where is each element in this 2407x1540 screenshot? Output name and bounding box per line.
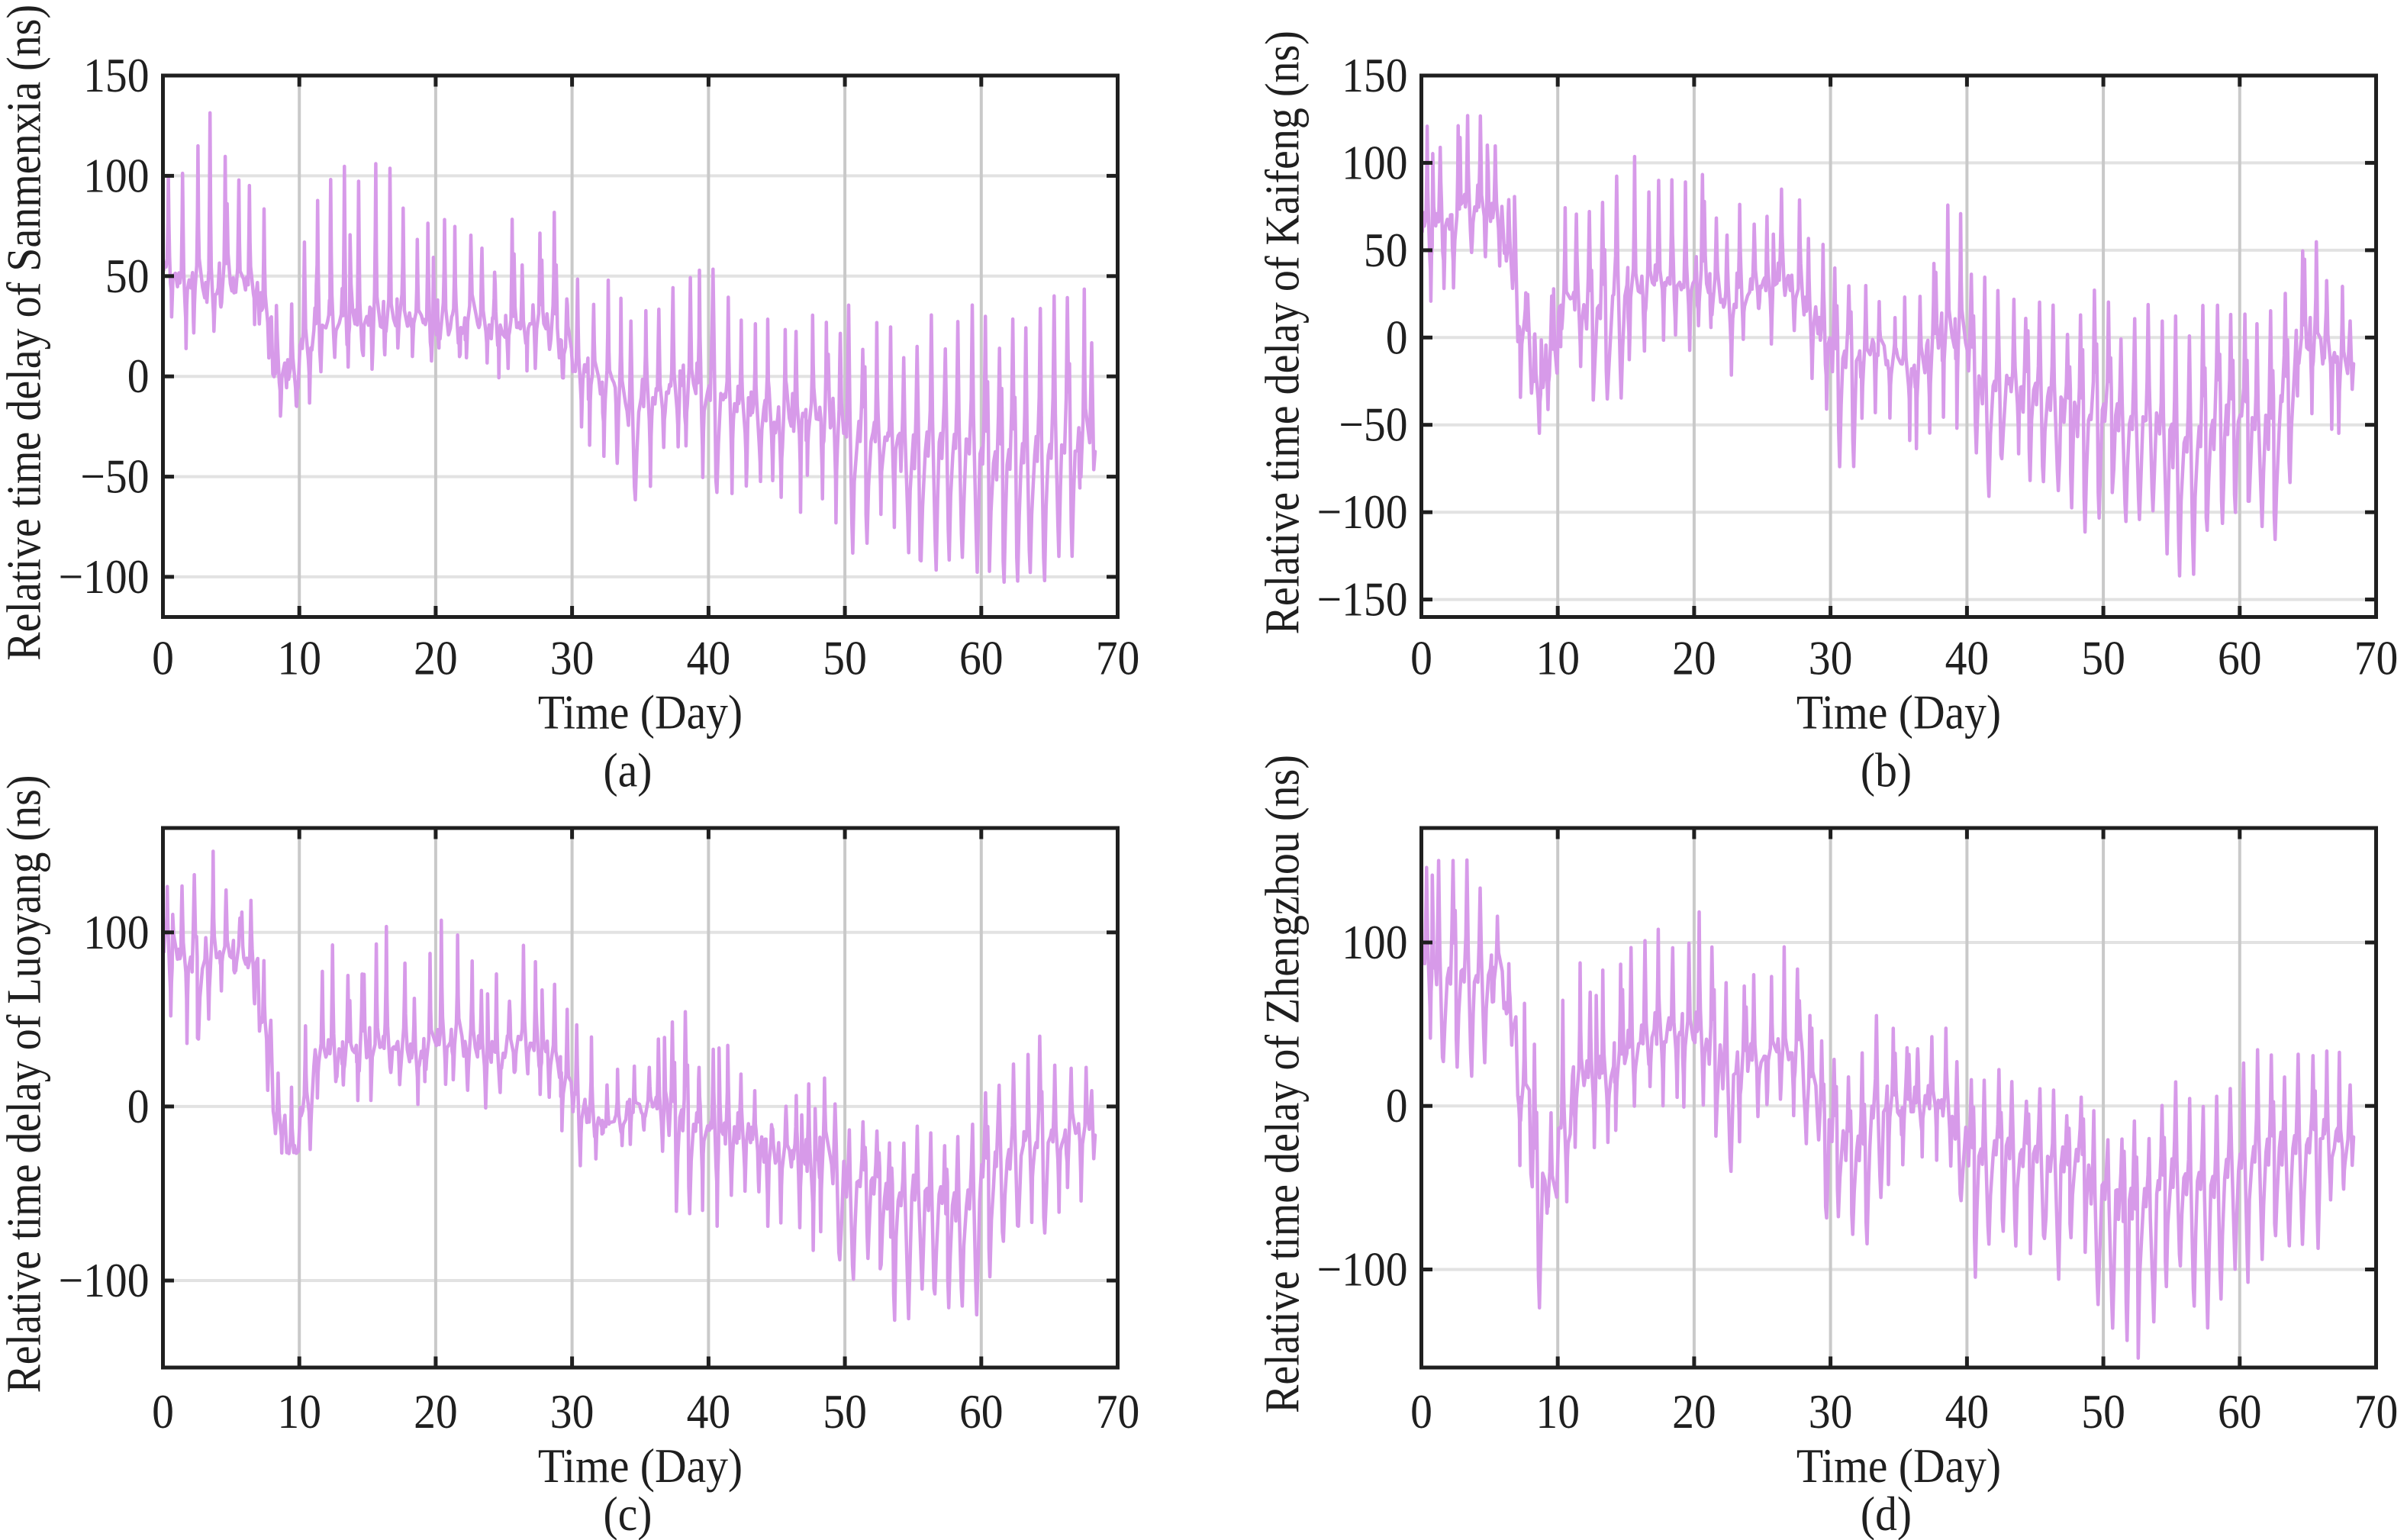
svg-text:60: 60 <box>959 632 1004 685</box>
svg-text:Time (Day): Time (Day) <box>538 686 743 739</box>
svg-text:10: 10 <box>277 1385 321 1439</box>
svg-text:10: 10 <box>1535 1385 1580 1439</box>
svg-text:−100: −100 <box>1317 1243 1408 1297</box>
svg-text:50: 50 <box>1364 224 1408 277</box>
svg-text:40: 40 <box>687 632 731 685</box>
svg-text:20: 20 <box>1672 632 1716 685</box>
svg-text:10: 10 <box>277 632 321 685</box>
svg-text:40: 40 <box>1945 632 1990 685</box>
svg-text:150: 150 <box>1342 49 1407 102</box>
svg-text:20: 20 <box>414 1385 458 1439</box>
svg-text:−100: −100 <box>59 550 150 604</box>
svg-text:20: 20 <box>1672 1385 1716 1439</box>
svg-text:(a): (a) <box>604 744 652 797</box>
svg-text:(b): (b) <box>1861 744 1912 797</box>
svg-text:0: 0 <box>127 1080 150 1133</box>
svg-text:0: 0 <box>152 632 174 685</box>
svg-text:Time (Day): Time (Day) <box>538 1439 743 1493</box>
svg-text:30: 30 <box>550 632 594 685</box>
svg-text:−50: −50 <box>80 450 149 504</box>
svg-text:0: 0 <box>1410 1385 1432 1439</box>
svg-text:Relative time delay of Kaifeng: Relative time delay of Kaifeng (ns) <box>1255 31 1310 634</box>
svg-text:20: 20 <box>414 632 458 685</box>
svg-text:100: 100 <box>83 906 149 959</box>
svg-text:60: 60 <box>2218 632 2262 685</box>
svg-text:−100: −100 <box>1317 485 1408 539</box>
svg-text:Time (Day): Time (Day) <box>1796 686 2001 739</box>
svg-text:(d): (d) <box>1861 1487 1912 1540</box>
svg-text:70: 70 <box>1096 632 1140 685</box>
svg-text:60: 60 <box>959 1385 1004 1439</box>
svg-text:70: 70 <box>1096 1385 1140 1439</box>
svg-text:10: 10 <box>1535 632 1580 685</box>
svg-text:50: 50 <box>823 632 867 685</box>
svg-text:100: 100 <box>83 150 149 203</box>
svg-text:60: 60 <box>2218 1385 2262 1439</box>
svg-text:100: 100 <box>1342 916 1407 969</box>
svg-text:40: 40 <box>687 1385 731 1439</box>
svg-text:70: 70 <box>2354 1385 2399 1439</box>
svg-text:50: 50 <box>2081 1385 2125 1439</box>
svg-text:−150: −150 <box>1317 573 1408 627</box>
svg-text:30: 30 <box>1809 632 1853 685</box>
svg-text:50: 50 <box>823 1385 867 1439</box>
svg-text:−50: −50 <box>1339 398 1407 452</box>
svg-text:Time (Day): Time (Day) <box>1796 1439 2001 1493</box>
svg-text:0: 0 <box>127 350 150 403</box>
svg-text:150: 150 <box>83 49 149 102</box>
svg-text:0: 0 <box>1410 632 1432 685</box>
svg-text:Relative time delay of Zhengzh: Relative time delay of Zhengzhou (ns) <box>1255 755 1310 1413</box>
svg-text:Relative time delay of Luoyang: Relative time delay of Luoyang (ns) <box>0 775 51 1393</box>
svg-text:50: 50 <box>105 250 150 303</box>
svg-text:30: 30 <box>550 1385 594 1439</box>
svg-text:−100: −100 <box>59 1254 150 1307</box>
svg-text:100: 100 <box>1342 137 1407 190</box>
svg-text:40: 40 <box>1945 1385 1990 1439</box>
svg-text:30: 30 <box>1809 1385 1853 1439</box>
svg-text:0: 0 <box>1386 311 1408 365</box>
svg-text:0: 0 <box>1386 1079 1408 1132</box>
svg-text:50: 50 <box>2081 632 2125 685</box>
svg-text:Relative time delay of Sanmenx: Relative time delay of Sanmenxia (ns) <box>0 5 51 661</box>
svg-text:70: 70 <box>2354 632 2399 685</box>
svg-text:0: 0 <box>152 1385 174 1439</box>
svg-text:(c): (c) <box>604 1487 652 1540</box>
